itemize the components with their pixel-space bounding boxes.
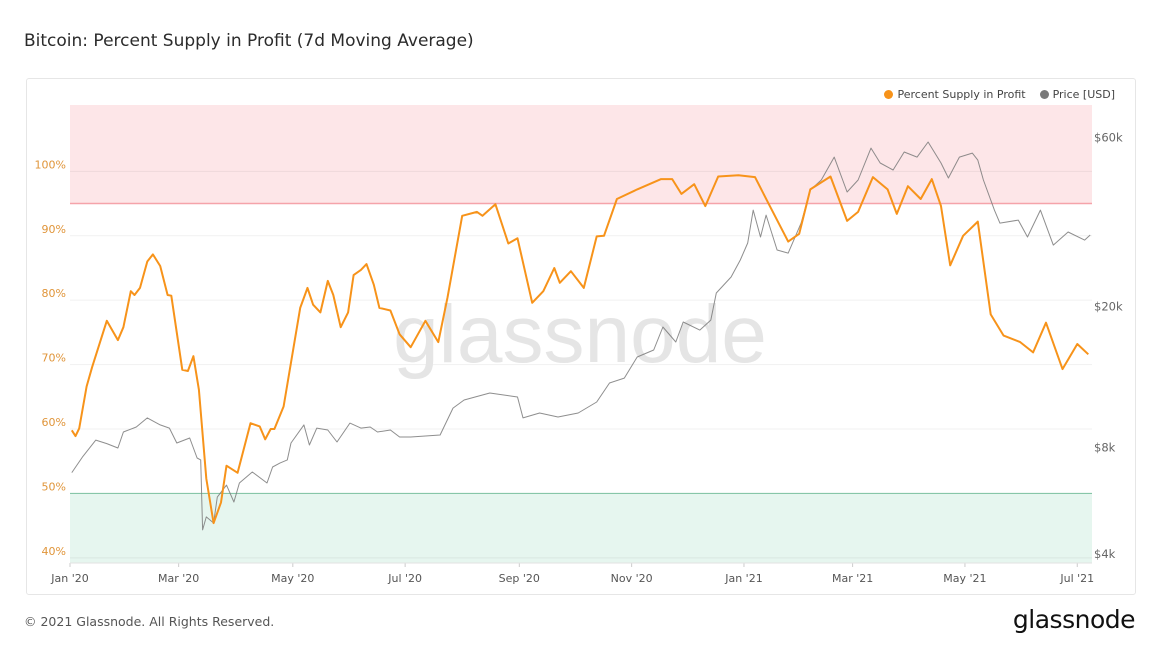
legend-item-price[interactable]: Price [USD] bbox=[1039, 88, 1115, 101]
x-tick-label: May '21 bbox=[943, 572, 986, 585]
legend-item-supply[interactable]: Percent Supply in Profit bbox=[884, 88, 1026, 101]
legend-label: Price [USD] bbox=[1052, 88, 1115, 101]
chart-panel bbox=[26, 78, 1136, 595]
right-tick-label: $4k bbox=[1094, 547, 1116, 561]
x-tick-label: Sep '20 bbox=[499, 572, 540, 585]
right-tick-label: $8k bbox=[1094, 440, 1116, 454]
legend-dot-price-icon bbox=[1039, 90, 1049, 99]
x-tick-label: Jul '21 bbox=[1059, 572, 1094, 585]
overheated-zone bbox=[70, 105, 1092, 204]
chart-legend: Percent Supply in Profit Price [USD] bbox=[884, 88, 1115, 101]
right-tick-label: $60k bbox=[1094, 131, 1123, 145]
left-tick-label: 90% bbox=[42, 223, 66, 236]
x-tick-label: Jul '20 bbox=[387, 572, 422, 585]
x-tick-label: Mar '21 bbox=[832, 572, 873, 585]
glassnode-logo[interactable]: glassnode bbox=[1012, 605, 1136, 634]
right-tick-label: $20k bbox=[1094, 300, 1123, 314]
x-tick-label: May '20 bbox=[271, 572, 314, 585]
left-tick-label: 70% bbox=[42, 352, 66, 365]
legend-dot-supply-icon bbox=[884, 90, 894, 99]
undervalued-zone bbox=[70, 493, 1092, 563]
legend-label: Percent Supply in Profit bbox=[897, 88, 1026, 101]
x-tick-label: Mar '20 bbox=[158, 572, 199, 585]
price-line bbox=[71, 141, 1091, 531]
supply-in-profit-line bbox=[70, 174, 1089, 525]
copyright-footer: © 2021 Glassnode. All Rights Reserved. bbox=[24, 614, 275, 629]
left-tick-label: 50% bbox=[42, 480, 66, 493]
x-tick-label: Nov '20 bbox=[611, 572, 653, 585]
chart-title: Bitcoin: Percent Supply in Profit (7d Mo… bbox=[24, 31, 474, 51]
x-tick-label: Jan '21 bbox=[724, 572, 762, 585]
left-tick-label: 60% bbox=[42, 416, 66, 429]
left-tick-label: 40% bbox=[42, 545, 66, 558]
watermark: glassnode bbox=[393, 289, 767, 380]
left-tick-label: 100% bbox=[35, 158, 66, 171]
x-tick-label: Jan '20 bbox=[50, 572, 88, 585]
left-tick-label: 80% bbox=[42, 287, 66, 300]
